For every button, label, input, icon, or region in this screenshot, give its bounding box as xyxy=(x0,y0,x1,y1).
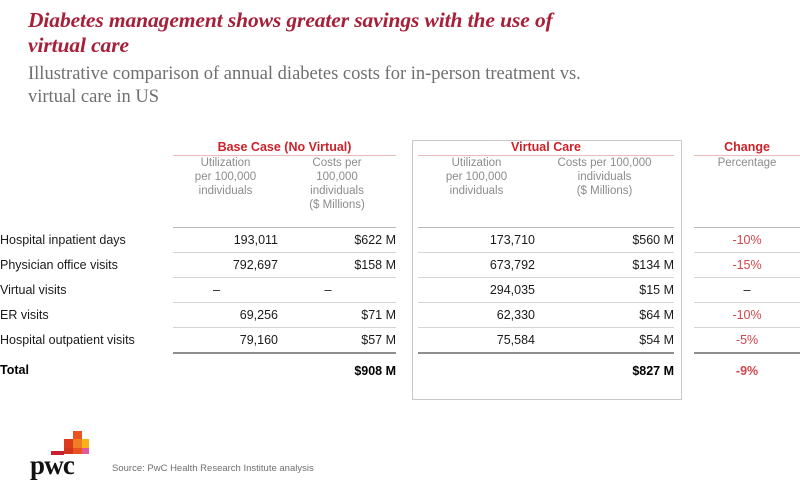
subheader-gap-2 xyxy=(674,156,694,228)
cell-virtual-utilization: 62,330 xyxy=(418,302,536,328)
row-label: Hospital inpatient days xyxy=(0,232,126,247)
cell-base-cost: – xyxy=(278,277,397,303)
table-row: Hospital inpatient days 193,011 $622 M 1… xyxy=(0,227,800,253)
cell-base-cost: $622 M xyxy=(278,227,397,253)
page-title: Diabetes management shows greater saving… xyxy=(28,8,553,57)
group-header-spacer xyxy=(0,140,173,156)
cell-gap-1 xyxy=(396,253,418,278)
cell-virtual-utilization: 75,584 xyxy=(418,327,536,353)
row-label: Physician office visits xyxy=(0,257,118,272)
cell-base-cost: $71 M xyxy=(278,302,397,328)
cell-virtual-cost: $15 M xyxy=(535,277,675,303)
cell-base-utilization: – xyxy=(173,277,278,303)
total-virtual-cost: $827 M xyxy=(535,352,675,388)
subheader-virtual-costs: Costs per 100,000 individuals ($ Millions) xyxy=(557,157,652,197)
subheader-base-costs: Costs per 100,000 individuals ($ Millions) xyxy=(309,157,365,211)
cell-gap-1 xyxy=(396,228,418,253)
cell-gap-2 xyxy=(674,328,694,354)
cell-virtual-cost: $54 M xyxy=(535,327,675,353)
pwc-logo-mark-icon xyxy=(51,431,89,455)
cell-change: -10% xyxy=(694,227,800,253)
cell-gap-1 xyxy=(396,278,418,303)
title-block: Diabetes management shows greater saving… xyxy=(28,8,588,109)
comparison-table: Base Case (No Virtual) Virtual Care Chan… xyxy=(0,140,800,402)
cell-virtual-cost: $64 M xyxy=(535,302,675,328)
group-header-change: Change xyxy=(694,140,800,156)
pwc-logo: pwc xyxy=(30,430,102,482)
cell-gap-1 xyxy=(396,303,418,328)
total-virtual-utilization xyxy=(418,352,536,388)
total-base-cost: $908 M xyxy=(278,352,397,388)
group-header-base-case: Base Case (No Virtual) xyxy=(173,140,397,156)
subheader-row: Utilization per 100,000 individuals Costs … xyxy=(0,156,800,228)
pwc-logo-wordmark: pwc xyxy=(30,450,75,480)
group-header-virtual-care: Virtual Care xyxy=(418,140,675,156)
total-row: Total $908 M $827 M -9% xyxy=(0,352,800,388)
cell-virtual-utilization: 673,792 xyxy=(418,252,536,278)
row-label: Virtual visits xyxy=(0,282,67,297)
cell-gap-2 xyxy=(674,278,694,303)
row-label: Hospital outpatient visits xyxy=(0,332,135,347)
cell-base-utilization: 79,160 xyxy=(173,327,278,353)
cell-gap-2 xyxy=(674,253,694,278)
table-row: Virtual visits – – 294,035 $15 M – xyxy=(0,277,800,303)
cell-virtual-cost: $134 M xyxy=(535,252,675,278)
total-base-utilization xyxy=(173,352,278,388)
table-row: ER visits 69,256 $71 M 62,330 $64 M -10% xyxy=(0,302,800,328)
row-label: ER visits xyxy=(0,307,49,322)
cell-change: – xyxy=(694,277,800,303)
total-change: -9% xyxy=(694,352,800,388)
group-header-row: Base Case (No Virtual) Virtual Care Chan… xyxy=(0,140,800,156)
cell-gap-2 xyxy=(674,303,694,328)
total-gap-2 xyxy=(674,353,694,388)
subheader-base-utilization: Utilization per 100,000 individuals xyxy=(194,157,257,197)
subheader-gap-1 xyxy=(396,156,418,228)
table-row: Hospital outpatient visits 79,160 $57 M … xyxy=(0,327,800,354)
group-header-gap-2 xyxy=(674,140,694,156)
cell-virtual-utilization: 294,035 xyxy=(418,277,536,303)
table-row: Physician office visits 792,697 $158 M 6… xyxy=(0,252,800,278)
cell-base-cost: $158 M xyxy=(278,252,397,278)
subheader-spacer xyxy=(0,156,173,228)
cell-change: -15% xyxy=(694,252,800,278)
cell-virtual-utilization: 173,710 xyxy=(418,227,536,253)
cell-gap-2 xyxy=(674,228,694,253)
source-note: Source: PwC Health Research Institute an… xyxy=(112,463,314,474)
cell-virtual-cost: $560 M xyxy=(535,227,675,253)
cell-base-utilization: 193,011 xyxy=(173,227,278,253)
cell-base-cost: $57 M xyxy=(278,327,397,353)
cell-base-utilization: 69,256 xyxy=(173,302,278,328)
group-header-gap-1 xyxy=(396,140,418,156)
cell-base-utilization: 792,697 xyxy=(173,252,278,278)
cell-change: -10% xyxy=(694,302,800,328)
cell-change: -5% xyxy=(694,327,800,353)
cell-gap-1 xyxy=(396,328,418,354)
subheader-virtual-utilization: Utilization per 100,000 individuals xyxy=(445,157,508,197)
total-gap-1 xyxy=(396,353,418,388)
page-subtitle: Illustrative comparison of annual diabet… xyxy=(28,64,581,107)
total-label: Total xyxy=(0,363,29,377)
subheader-change: Percentage xyxy=(717,157,777,169)
data-table: Base Case (No Virtual) Virtual Care Chan… xyxy=(0,140,800,388)
